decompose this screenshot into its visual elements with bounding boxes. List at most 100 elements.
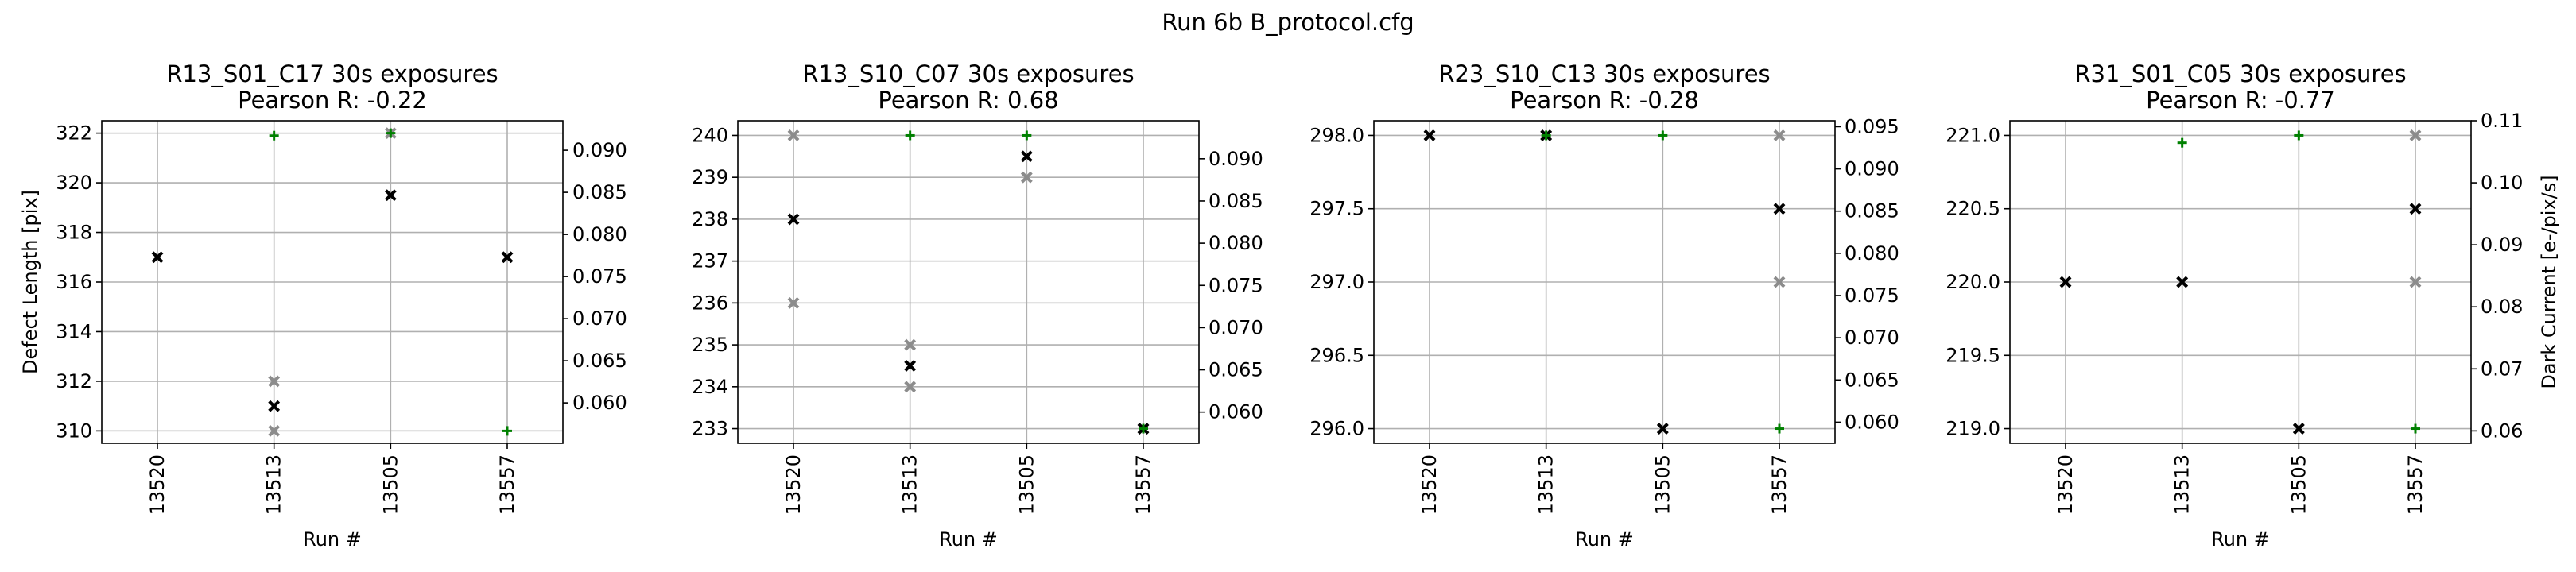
x-tick-label: 13557 xyxy=(1768,454,1790,515)
data-point-gray-stroke-b xyxy=(1773,129,1786,141)
data-point-black-stroke-b xyxy=(1773,203,1786,215)
data-point-green xyxy=(2411,423,2420,434)
data-point-gray xyxy=(2409,129,2422,141)
data-point-gray-stroke-b xyxy=(268,424,281,437)
y-right-tick-label: 0.065 xyxy=(572,350,627,372)
data-point-black xyxy=(2292,423,2305,435)
data-point-black xyxy=(1773,203,1786,215)
y-tick-label: 297.0 xyxy=(1309,271,1364,293)
chart-title: R13_S01_C17 30s exposures xyxy=(166,60,498,87)
data-point-gray-stroke-b xyxy=(1773,276,1786,288)
y-tick-label: 219.5 xyxy=(1946,344,2000,366)
data-point-gray xyxy=(1773,276,1786,288)
x-tick-label: 13505 xyxy=(379,454,402,515)
y-tick-label: 235 xyxy=(692,334,728,356)
y-right-tick-label: 0.085 xyxy=(1208,190,1263,212)
data-point-green xyxy=(1022,130,1032,141)
y-right-tick-label: 0.11 xyxy=(2481,110,2523,132)
x-axis-label: Run # xyxy=(2211,528,2270,551)
x-tick-label: 13520 xyxy=(2054,454,2077,515)
y-tick-label: 296.5 xyxy=(1309,344,1364,366)
y-tick-label: 316 xyxy=(56,271,92,293)
data-point-black-stroke-b xyxy=(151,251,164,264)
data-point-black xyxy=(268,400,281,412)
chart-subtitle: Pearson R: 0.68 xyxy=(878,87,1058,114)
data-point-black-stroke-b xyxy=(2292,423,2305,435)
data-point-gray xyxy=(1020,171,1033,184)
y-axis-label-right: Dark Current [e-/pix/s] xyxy=(2538,175,2560,388)
figure-suptitle: Run 6b B_protocol.cfg xyxy=(1162,9,1414,36)
y-tick-label: 298.0 xyxy=(1309,124,1364,146)
x-tick-label: 13557 xyxy=(2404,454,2427,515)
data-point-black-stroke-b xyxy=(2409,203,2422,215)
data-point-black-stroke-b xyxy=(787,213,800,226)
y-right-tick-label: 0.075 xyxy=(1845,284,1899,307)
y-axis-label-left: Defect Length [pix] xyxy=(19,190,41,374)
data-point-green xyxy=(1775,423,1784,434)
data-point-black-stroke-b xyxy=(268,400,281,412)
data-point-green xyxy=(1139,423,1148,434)
x-tick-label: 13557 xyxy=(496,454,518,515)
plot-frame xyxy=(2009,120,2472,444)
data-point-black xyxy=(904,360,917,372)
data-point-black-stroke-b xyxy=(2059,276,2072,288)
data-point-green xyxy=(1541,130,1551,141)
chart-title: R31_S01_C05 30s exposures xyxy=(2074,60,2406,87)
y-tick-label: 238 xyxy=(692,208,728,230)
data-point-gray xyxy=(904,338,917,351)
y-right-tick-label: 0.065 xyxy=(1208,359,1263,381)
x-axis-label: Run # xyxy=(939,528,998,551)
data-point-black xyxy=(787,213,800,226)
y-right-tick-label: 0.070 xyxy=(1208,316,1263,338)
x-tick-label: 13505 xyxy=(2287,454,2310,515)
y-tick-label: 310 xyxy=(56,419,92,442)
x-axis-label: Run # xyxy=(303,528,362,551)
data-point-gray-stroke-b xyxy=(1020,171,1033,184)
y-right-tick-label: 0.070 xyxy=(1845,327,1899,349)
y-tick-label: 237 xyxy=(692,250,728,272)
data-point-gray xyxy=(904,381,917,393)
y-right-tick-label: 0.080 xyxy=(572,223,627,245)
y-tick-label: 221.0 xyxy=(1946,124,2000,146)
y-tick-label: 320 xyxy=(56,172,92,194)
data-point-green xyxy=(386,128,396,138)
data-point-gray-stroke-b xyxy=(2409,129,2422,141)
data-point-black xyxy=(1423,129,1436,141)
data-point-black-stroke-b xyxy=(2176,276,2189,288)
y-right-tick-label: 0.10 xyxy=(2481,172,2523,194)
y-right-tick-label: 0.060 xyxy=(572,392,627,414)
y-tick-label: 322 xyxy=(56,122,92,145)
y-tick-label: 296.0 xyxy=(1309,418,1364,440)
data-point-gray-stroke-b xyxy=(268,375,281,388)
chart-subtitle: Pearson R: -0.28 xyxy=(1510,87,1699,114)
y-right-tick-label: 0.095 xyxy=(1845,115,1899,137)
data-point-green xyxy=(2177,137,2187,148)
data-point-black xyxy=(2176,276,2189,288)
y-right-tick-label: 0.060 xyxy=(1845,411,1899,433)
data-point-black xyxy=(2059,276,2072,288)
data-point-gray-stroke-b xyxy=(787,129,800,141)
data-point-black xyxy=(1656,423,1669,435)
data-point-gray-stroke-b xyxy=(2409,276,2422,288)
data-point-green xyxy=(1658,130,1668,141)
y-tick-label: 219.0 xyxy=(1946,418,2000,440)
data-point-gray xyxy=(268,375,281,388)
x-tick-label: 13505 xyxy=(1651,454,1674,515)
plot-frame xyxy=(737,120,1200,444)
y-tick-label: 233 xyxy=(692,418,728,440)
chart-title: R23_S10_C13 30s exposures xyxy=(1438,60,1770,87)
data-point-black-stroke-b xyxy=(384,189,397,202)
data-point-black xyxy=(1020,150,1033,163)
data-point-gray-stroke-b xyxy=(904,381,917,393)
y-tick-label: 297.5 xyxy=(1309,198,1364,220)
x-tick-label: 13513 xyxy=(2171,454,2194,515)
y-right-tick-label: 0.085 xyxy=(1845,200,1899,222)
data-point-gray xyxy=(1773,129,1786,141)
x-tick-label: 13520 xyxy=(782,454,805,515)
y-tick-label: 220.5 xyxy=(1946,198,2000,220)
